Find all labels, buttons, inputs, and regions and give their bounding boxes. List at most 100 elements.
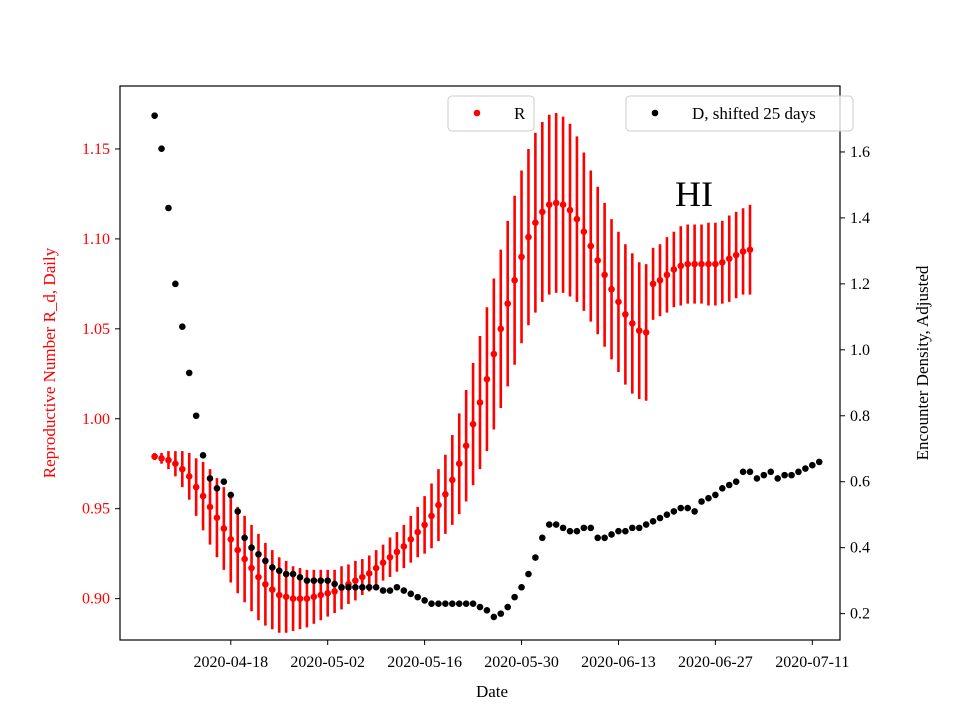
d-point: [435, 600, 442, 608]
r-point: [698, 260, 705, 268]
d-point: [282, 570, 290, 578]
x-axis: 2020-04-18 2020-05-02 2020-05-16 2020-05-30…: [193, 640, 849, 671]
d-point: [213, 485, 221, 492]
r-point: [552, 199, 560, 207]
r-point: [739, 248, 747, 255]
d-series: [151, 112, 823, 621]
d-point: [497, 610, 505, 617]
d-point: [705, 494, 712, 502]
d-point: [151, 112, 158, 119]
r-point: [449, 476, 456, 484]
y-axis-right: 0.2 0.4 0.6 0.8 1.0 1.2 1.4 1.6: [840, 144, 870, 623]
x-tick-label: 2020-05-02: [290, 654, 365, 671]
d-point: [324, 577, 331, 584]
d-point: [199, 452, 207, 459]
d-point: [289, 570, 297, 578]
d-point: [158, 145, 165, 152]
r-point: [573, 215, 581, 223]
r-point: [622, 311, 629, 318]
d-point: [663, 511, 671, 518]
x-tick-label: 2020-06-13: [581, 654, 656, 671]
r-point: [476, 399, 484, 406]
r-point: [421, 521, 428, 529]
r-point: [165, 456, 172, 464]
d-point: [719, 485, 726, 492]
y-axis-left-label: Reproductive Number R_d, Daily: [40, 247, 59, 478]
r-point: [511, 276, 518, 284]
r-point: [331, 588, 338, 595]
r-point: [269, 586, 276, 593]
d-point: [414, 593, 421, 601]
d-point: [788, 471, 795, 479]
legend-d-marker: [651, 109, 659, 117]
y-right-tick-label: 1.4: [850, 210, 870, 227]
r-point: [158, 455, 165, 462]
d-point: [379, 587, 387, 594]
d-point: [310, 577, 318, 584]
y-axis-left: 0.90 0.95 1.00 1.05 1.10 1.15: [82, 141, 120, 608]
d-point: [345, 583, 352, 591]
r-point: [539, 208, 546, 216]
legend-d: D, shifted 25 days: [625, 95, 854, 132]
r-point: [732, 251, 740, 259]
r-point: [372, 564, 380, 572]
d-point: [608, 531, 615, 538]
r-point: [462, 442, 470, 450]
r-point: [435, 501, 442, 509]
x-axis-label: Date: [476, 682, 508, 701]
d-point: [269, 564, 276, 571]
d-point: [656, 514, 664, 522]
r-point: [428, 512, 435, 520]
r-point: [151, 453, 158, 460]
d-point: [262, 557, 269, 565]
r-point: [379, 559, 387, 566]
r-point: [227, 535, 235, 543]
r-point: [566, 206, 574, 214]
y-left-tick-label: 0.90: [82, 591, 110, 608]
d-point: [552, 521, 560, 528]
d-point: [525, 570, 532, 578]
d-point: [469, 600, 477, 608]
d-point: [566, 527, 574, 535]
d-point: [649, 517, 657, 525]
d-point: [559, 524, 567, 532]
r-point: [525, 233, 532, 241]
y-left-tick-label: 1.10: [82, 231, 110, 248]
r-point: [365, 570, 373, 577]
r-point: [282, 593, 290, 601]
d-point: [781, 471, 788, 479]
d-point: [248, 544, 255, 551]
legend-r-label: R: [514, 104, 526, 123]
r-point: [262, 580, 269, 588]
d-point: [393, 583, 401, 591]
r-point: [192, 483, 200, 491]
r-point: [352, 577, 359, 584]
r-point: [601, 271, 608, 279]
x-tick-label: 2020-04-18: [193, 654, 268, 671]
d-point: [421, 597, 428, 604]
r-point: [545, 201, 553, 209]
r-point: [677, 262, 685, 270]
y-left-tick-label: 1.05: [82, 321, 110, 338]
y-right-tick-label: 1.0: [850, 342, 870, 359]
d-point: [192, 412, 200, 420]
r-point: [656, 276, 664, 284]
d-point: [428, 600, 435, 608]
d-point: [511, 593, 518, 601]
r-point: [234, 546, 241, 554]
d-point: [449, 600, 456, 608]
d-point: [746, 468, 754, 476]
r-point: [303, 595, 311, 602]
r-point: [629, 320, 636, 327]
d-point: [462, 600, 470, 608]
d-point: [601, 534, 608, 542]
legend-r-box: [447, 95, 535, 132]
d-point: [407, 590, 415, 598]
r-point: [172, 460, 179, 468]
d-point: [594, 534, 601, 542]
d-point: [677, 504, 685, 512]
d-point: [629, 524, 636, 532]
r-point: [442, 491, 449, 498]
state-annotation: HI: [675, 174, 713, 214]
